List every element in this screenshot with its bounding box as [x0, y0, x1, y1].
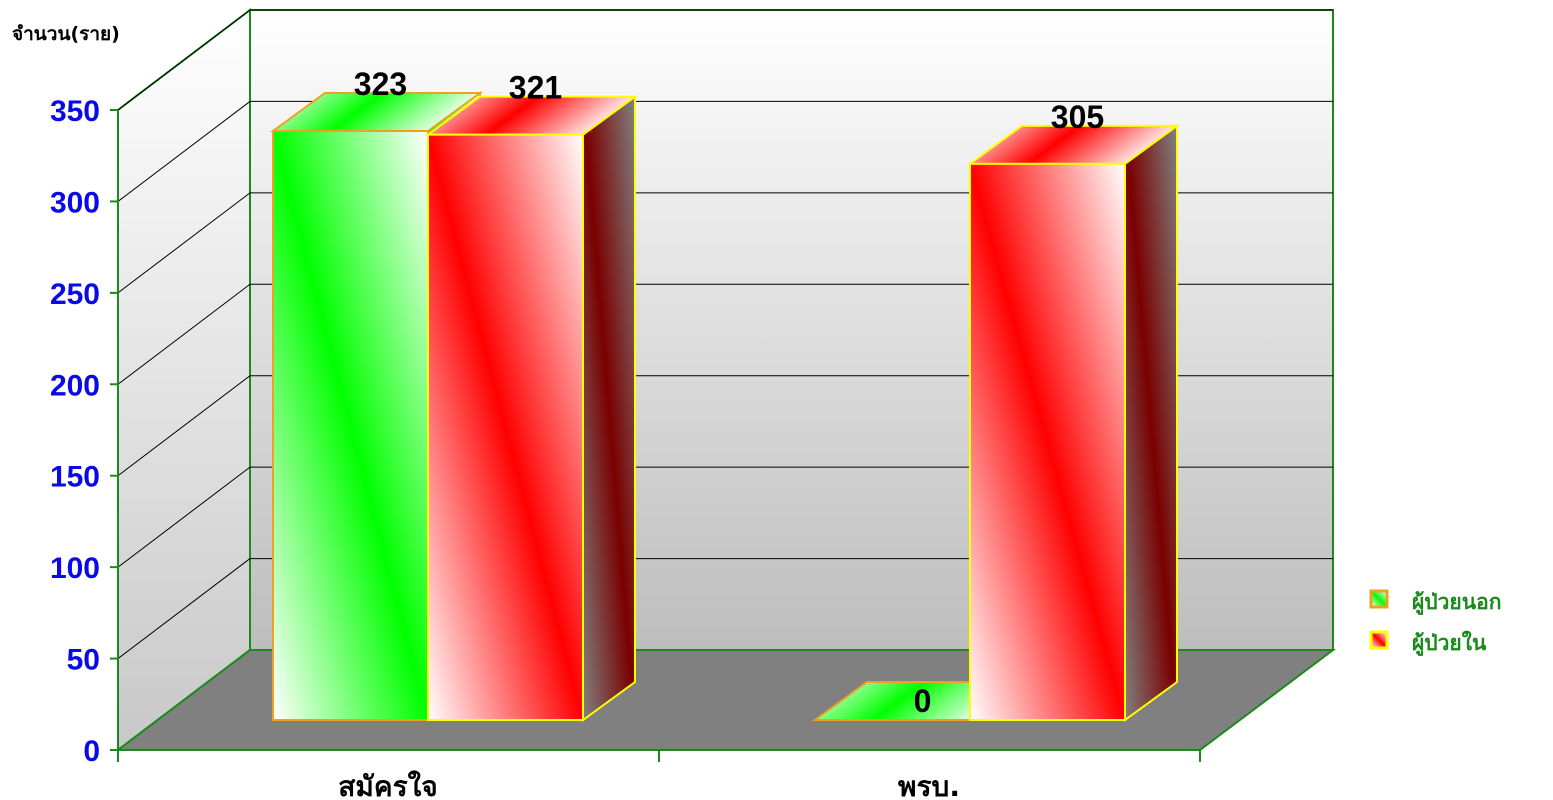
- gridline-side: [117, 466, 251, 568]
- y-axis-title: จำนวน(ราย): [12, 23, 120, 45]
- data-label-inpatient-0: 321: [509, 70, 562, 106]
- bar-front-face: [427, 133, 584, 722]
- legend-label-inpatient: ผู้ป่วยใน: [1412, 630, 1487, 657]
- data-label-outpatient-1: 0: [914, 683, 932, 719]
- y-tick-label: 100: [50, 552, 100, 585]
- gridline-side: [117, 558, 251, 659]
- legend-swatch-inpatient: [1369, 630, 1389, 650]
- y-tick-label: 50: [67, 644, 100, 677]
- gridline-side: [117, 283, 251, 385]
- bar-front-face: [272, 130, 429, 721]
- legend-box: [1358, 577, 1553, 661]
- y-tick-label: 200: [50, 369, 100, 402]
- legend-swatch-outpatient: [1369, 589, 1389, 609]
- side-wall: [117, 7, 251, 753]
- y-tick-label: 300: [50, 186, 100, 219]
- y-axis-ticks: 0 50 100 150 200 250 300 350: [50, 95, 119, 768]
- y-tick-label: 150: [50, 461, 100, 494]
- gridline-side: [117, 375, 251, 477]
- bar-side-face: [1124, 123, 1178, 722]
- legend: ผู้ป่วยนอก ผู้ป่วยใน: [1358, 577, 1553, 661]
- bar-inpatient-1: [966, 123, 1181, 722]
- y-tick-label: 350: [50, 95, 100, 128]
- y-tick-label: 250: [50, 278, 100, 311]
- gridline-side: [117, 101, 251, 202]
- gridline-side: [117, 9, 251, 111]
- bars: [269, 91, 1181, 722]
- bar-inpatient-0: [424, 94, 639, 722]
- y-tick-label: 0: [83, 735, 100, 768]
- x-tick-label: สมัครใจ: [338, 770, 437, 800]
- x-axis: สมัครใจ พรบ.: [117, 750, 1201, 800]
- data-label-outpatient-0: 323: [354, 66, 407, 102]
- legend-label-outpatient: ผู้ป่วยนอก: [1412, 590, 1501, 616]
- gridline-side: [117, 192, 251, 294]
- bar-side-face: [582, 94, 636, 722]
- data-labels: 323 321 0 305: [354, 66, 1104, 719]
- bar-front-face: [969, 162, 1126, 721]
- data-label-inpatient-1: 305: [1051, 99, 1104, 135]
- x-tick-label: พรบ.: [898, 770, 960, 800]
